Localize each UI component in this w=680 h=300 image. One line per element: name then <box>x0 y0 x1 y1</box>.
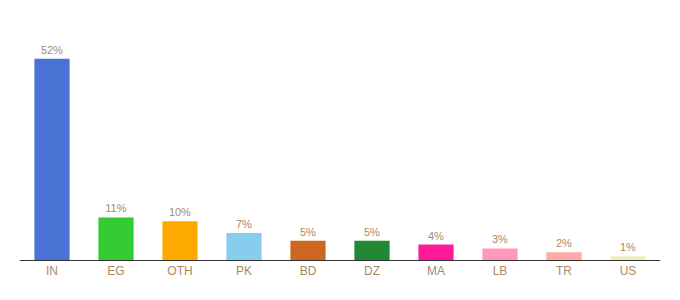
svg-text:10%: 10% <box>169 206 191 218</box>
svg-text:LB: LB <box>493 264 508 278</box>
svg-text:5%: 5% <box>364 226 380 238</box>
svg-text:EG: EG <box>107 264 124 278</box>
svg-text:1%: 1% <box>620 241 636 253</box>
svg-text:BD: BD <box>300 264 317 278</box>
svg-text:7%: 7% <box>236 218 252 230</box>
svg-text:11%: 11% <box>105 202 126 214</box>
svg-text:3%: 3% <box>492 233 508 245</box>
svg-text:US: US <box>620 264 637 278</box>
svg-text:PK: PK <box>236 264 252 278</box>
svg-text:5%: 5% <box>300 226 316 238</box>
svg-text:4%: 4% <box>428 230 444 242</box>
svg-text:DZ: DZ <box>364 264 380 278</box>
svg-text:TR: TR <box>556 264 572 278</box>
svg-text:MA: MA <box>427 264 445 278</box>
svg-text:2%: 2% <box>556 237 572 249</box>
svg-text:52%: 52% <box>41 44 63 56</box>
svg-text:IN: IN <box>46 264 58 278</box>
svg-text:OTH: OTH <box>167 264 192 278</box>
